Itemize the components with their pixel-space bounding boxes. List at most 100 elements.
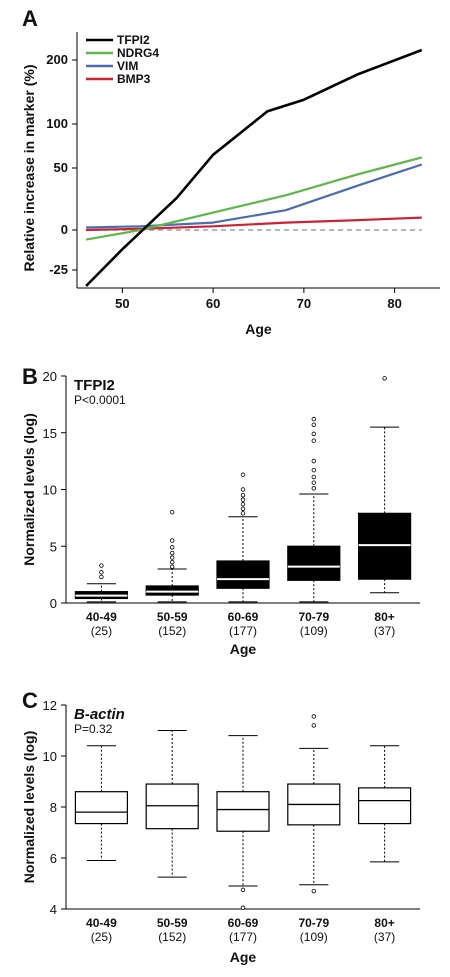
x-tick-label: 80: [387, 296, 401, 311]
y-tick-label: 20: [43, 369, 57, 384]
legend-label-ndrg4: NDRG4: [117, 46, 159, 60]
outlier-point: [99, 563, 104, 568]
x-count-label: (109): [300, 930, 328, 944]
outlier-point: [240, 887, 246, 893]
series-line-vim: [86, 163, 423, 229]
x-count-label: (37): [374, 930, 395, 944]
outlier-point: [240, 492, 246, 498]
x-category-label: 80+: [374, 610, 394, 624]
y-axis-title: Relative increase in marker (%): [21, 65, 37, 272]
y-tick-label: 4: [50, 902, 57, 917]
x-category-label: 40-49: [86, 916, 117, 930]
outlier-point: [311, 714, 316, 719]
outlier-point: [169, 538, 175, 543]
x-category-label: 50-59: [157, 916, 188, 930]
x-count-label: (25): [91, 624, 112, 638]
outlier-point: [169, 510, 175, 515]
box-60-69: [216, 791, 270, 832]
outlier-point: [169, 559, 175, 565]
y-tick-label: 100: [46, 116, 68, 131]
box-40-49: [74, 791, 129, 825]
y-tick-label: 15: [43, 426, 57, 441]
outlier-point: [311, 438, 316, 443]
y-tick-label: 50: [54, 160, 68, 175]
panel-c-letter: C: [22, 688, 38, 713]
outlier-point: [240, 472, 246, 477]
x-count-label: (37): [374, 624, 395, 638]
panel-a-line-chart: A -25 0 50 100 200 50 60 70 80 Age Relative increa…: [21, 6, 440, 337]
outlier-point: [311, 480, 316, 485]
legend-label-tfpi2: TFPI2: [117, 33, 150, 47]
outlier-point: [240, 511, 246, 516]
outlier-point: [240, 487, 246, 492]
y-tick-label: 12: [43, 698, 57, 713]
outlier-point: [311, 723, 316, 728]
p-value: P<0.0001: [74, 393, 126, 407]
outlier-point: [311, 468, 316, 473]
outlier-point: [99, 574, 104, 580]
box-80+: [358, 787, 412, 825]
y-tick-label: 0: [50, 596, 57, 611]
panel-a-letter: A: [22, 6, 38, 31]
outlier-point: [382, 376, 387, 381]
outlier-point: [311, 431, 316, 437]
outlier-point: [99, 570, 104, 575]
panel-title: TFPI2: [74, 377, 115, 394]
series-line-tfpi2: [85, 48, 423, 287]
outlier-point: [240, 905, 246, 910]
y-tick-label: 200: [46, 52, 68, 67]
x-axis-title: Age: [230, 949, 257, 965]
y-tick-label: 10: [43, 483, 57, 498]
outlier-point: [311, 486, 316, 491]
x-category-label: 60-69: [228, 610, 259, 624]
panel-b-letter: B: [22, 364, 38, 389]
x-count-label: (177): [229, 624, 257, 638]
outlier-point: [311, 888, 316, 894]
series-line-ndrg4: [85, 156, 423, 241]
outlier-point: [169, 550, 175, 556]
x-category-label: 70-79: [298, 916, 329, 930]
box-70-79: [287, 545, 341, 581]
legend-label-bmp3: BMP3: [117, 72, 151, 86]
x-tick-label: 60: [206, 296, 220, 311]
y-tick-label: 0: [61, 222, 68, 237]
box-80+: [358, 512, 412, 580]
x-category-label: 70-79: [298, 610, 329, 624]
x-count-label: (25): [91, 930, 112, 944]
series-line-bmp3: [86, 216, 422, 232]
y-tick-label: 8: [50, 800, 57, 815]
x-count-label: (152): [158, 624, 186, 638]
outlier-point: [169, 555, 175, 560]
outlier-point: [311, 416, 316, 422]
outlier-point: [311, 458, 316, 464]
y-axis-title: Normalized levels (log): [21, 731, 37, 883]
x-count-label: (177): [229, 930, 257, 944]
x-axis-title: Age: [230, 641, 257, 657]
outlier-point: [311, 422, 316, 428]
y-tick-label: 10: [43, 749, 57, 764]
outlier-point: [169, 545, 175, 550]
outlier-point: [311, 474, 316, 480]
box-50-59: [145, 585, 199, 596]
x-count-label: (109): [300, 624, 328, 638]
outlier-point: [169, 564, 175, 569]
x-count-label: (152): [158, 930, 186, 944]
x-axis-title: Age: [245, 321, 272, 337]
y-tick-label: 6: [50, 851, 57, 866]
y-tick-label: 5: [50, 539, 57, 554]
y-axis-title: Normalized levels (log): [21, 413, 37, 565]
outlier-point: [240, 497, 246, 502]
x-category-label: 50-59: [157, 610, 188, 624]
outlier-point: [240, 506, 246, 511]
box-60-69: [216, 560, 270, 589]
x-tick-label: 50: [115, 296, 129, 311]
x-category-label: 40-49: [86, 610, 117, 624]
legend-label-vim: VIM: [117, 59, 138, 73]
x-category-label: 80+: [374, 916, 394, 930]
panel-title: B-actin: [74, 706, 125, 723]
x-tick-label: 70: [297, 296, 311, 311]
y-tick-label: -25: [49, 262, 68, 277]
x-category-label: 60-69: [228, 916, 259, 930]
